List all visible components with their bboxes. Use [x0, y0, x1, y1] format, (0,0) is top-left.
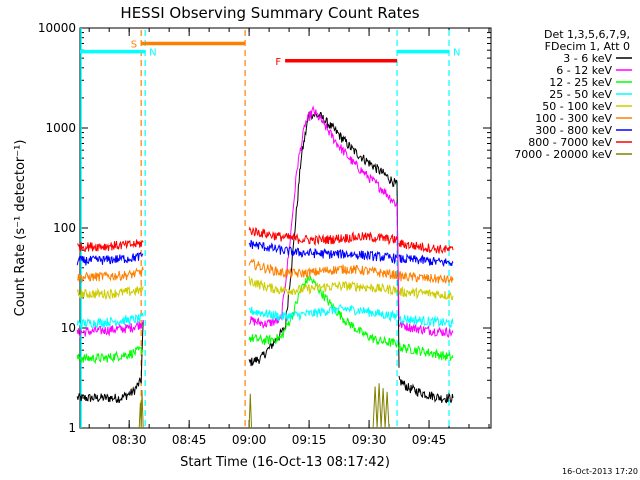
- legend-entry-7000-20000-kev: 7000 - 20000 keV: [514, 148, 612, 161]
- series-line-800-7000-kev: [77, 239, 144, 254]
- series-line-100-300-kev: [248, 258, 398, 280]
- series-7000-20000-kev: [138, 383, 390, 429]
- series-line-7000-20000-kev: [372, 383, 390, 429]
- legend-entry-800-7000-kev: 800 - 7000 keV: [528, 136, 612, 149]
- y-tick-label: 1000: [45, 121, 76, 135]
- series-300-800-kev: [76, 239, 454, 268]
- series-line-50-100-kev: [76, 285, 144, 301]
- y-tick-label: 1: [68, 421, 76, 435]
- legend-entry-50-100-kev: 50 - 100 keV: [542, 100, 612, 113]
- vertical-markers: [80, 28, 450, 428]
- series-6-12-kev: [76, 105, 454, 339]
- series-800-7000-kev: [77, 226, 454, 254]
- series-lines: [76, 105, 454, 429]
- x-tick-label: 09:15: [292, 433, 327, 447]
- legend-entry-300-800-kev: 300 - 800 keV: [535, 124, 612, 137]
- series-line-3-6-kev: [76, 320, 144, 404]
- series-25-50-kev: [76, 303, 454, 330]
- x-axis: 08:30 08:45 09:00 09:15 09:30 09:45: [88, 28, 490, 447]
- footer-timestamp: 16-Oct-2013 17:20: [562, 467, 638, 476]
- series-line-25-50-kev: [76, 312, 144, 329]
- y-tick-label: 10: [61, 321, 76, 335]
- series-line-12-25-kev: [248, 275, 398, 348]
- series-line-12-25-kev: [398, 342, 454, 361]
- y-tick-label: 100: [53, 221, 76, 235]
- y-axis: 1 10 100 1000 10000: [38, 21, 491, 435]
- flag-label-s: S: [131, 39, 137, 50]
- series-line-3-6-kev: [398, 375, 454, 404]
- x-axis-label: Start Time (16-Oct-13 08:17:42): [180, 455, 390, 470]
- x-tick-label: 09:00: [232, 433, 267, 447]
- flag-label-f: F: [275, 57, 281, 68]
- series-line-300-800-kev: [76, 251, 144, 266]
- series-line-25-50-kev: [248, 303, 398, 323]
- series-50-100-kev: [76, 276, 454, 301]
- series-line-50-100-kev: [398, 286, 454, 300]
- legend-entry-6-12-kev: 6 - 12 keV: [556, 64, 612, 77]
- legend-entry-100-300-kev: 100 - 300 keV: [535, 112, 612, 125]
- legend-header-2: FDecim 1, Att 0: [545, 40, 630, 53]
- series-line-12-25-kev: [76, 345, 144, 365]
- x-tick-label: 08:45: [172, 433, 207, 447]
- series-line-6-12-kev: [76, 319, 144, 339]
- chart-title: HESSI Observing Summary Count Rates: [120, 4, 419, 22]
- y-tick-label: 10000: [38, 21, 76, 35]
- series-line-300-800-kev: [398, 253, 454, 268]
- legend: Det 1,3,5,6,7,9,FDecim 1, Att 03 - 6 keV…: [514, 28, 632, 161]
- series-line-7000-20000-kev: [138, 389, 144, 429]
- legend-header-1: Det 1,3,5,6,7,9,: [544, 28, 630, 41]
- x-tick-label: 08:30: [112, 433, 147, 447]
- series-line-300-800-kev: [248, 239, 398, 265]
- x-tick-label: 09:30: [352, 433, 387, 447]
- x-tick-label: 09:45: [412, 433, 447, 447]
- legend-entry-12-25-kev: 12 - 25 keV: [549, 76, 612, 89]
- series-line-100-300-kev: [77, 266, 144, 284]
- flag-label-n: N: [453, 48, 460, 59]
- legend-entry-3-6-kev: 3 - 6 keV: [563, 52, 612, 65]
- series-line-50-100-kev: [248, 276, 398, 296]
- series-line-6-12-kev: [399, 320, 454, 338]
- flag-label-n: N: [149, 48, 156, 59]
- series-line-800-7000-kev: [398, 239, 454, 254]
- y-axis-label: Count Rate (s⁻¹ detector⁻¹): [13, 140, 28, 317]
- observing-flags: S N N F: [80, 39, 461, 68]
- series-line-6-12-kev: [248, 105, 400, 329]
- series-line-100-300-kev: [398, 271, 454, 284]
- series-line-800-7000-kev: [248, 226, 398, 246]
- series-12-25-kev: [76, 275, 454, 365]
- legend-entry-25-50-kev: 25 - 50 keV: [549, 88, 612, 101]
- series-line-25-50-kev: [398, 314, 454, 330]
- series-line-7000-20000-kev: [248, 393, 252, 429]
- series-100-300-kev: [77, 258, 454, 284]
